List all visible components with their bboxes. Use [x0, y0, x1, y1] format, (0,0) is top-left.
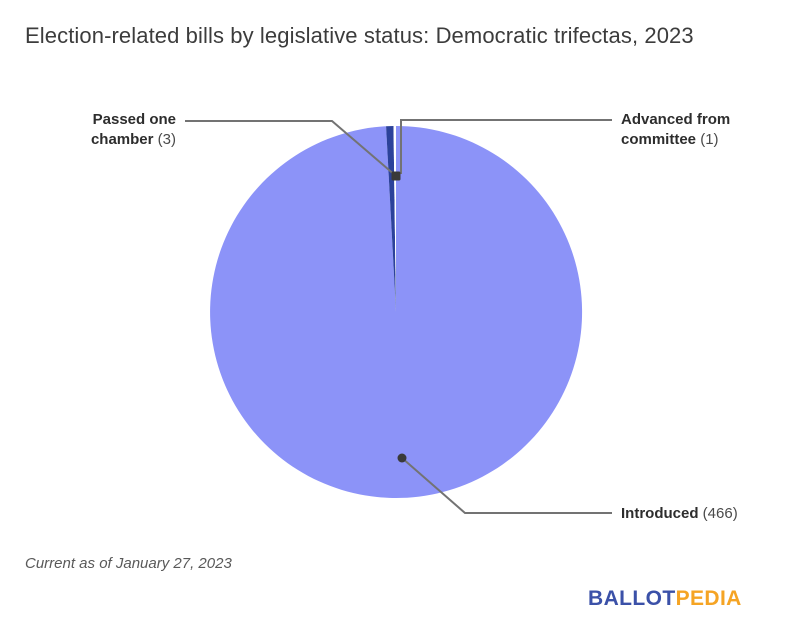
label-passed-count: (3) — [157, 131, 176, 148]
leader-line-advanced-from-committee — [400, 119, 612, 174]
label-introduced: Introduced (466) — [621, 504, 800, 524]
leader-line-introduced — [401, 457, 612, 514]
anchor-dot-introduced — [397, 453, 407, 463]
leader-line-passed-one-chamber — [185, 120, 397, 177]
label-advanced-count: (1) — [700, 131, 719, 148]
pie-slice-introduced[interactable] — [210, 125, 583, 499]
label-passed-one-chamber: Passed one chamber (3) — [40, 110, 176, 150]
label-introduced-count: (466) — [702, 505, 738, 522]
label-passed-name: Passed one chamber — [90, 111, 176, 148]
ballotpedia-logo[interactable]: BALLOTPEDIA — [588, 587, 742, 611]
label-advanced-from-committee: Advanced from committee (1) — [621, 110, 766, 150]
logo-pedia-text: PEDIA — [675, 587, 742, 610]
logo-ballot-text: BALLOT — [588, 587, 676, 610]
footer-note: Current as of January 27, 2023 — [25, 555, 232, 572]
chart-title: Election-related bills by legislative st… — [25, 23, 694, 48]
anchor-dot-passed-one-chamber — [391, 171, 401, 181]
label-advanced-name: Advanced from committee — [621, 111, 731, 148]
label-introduced-name: Introduced — [621, 505, 699, 522]
